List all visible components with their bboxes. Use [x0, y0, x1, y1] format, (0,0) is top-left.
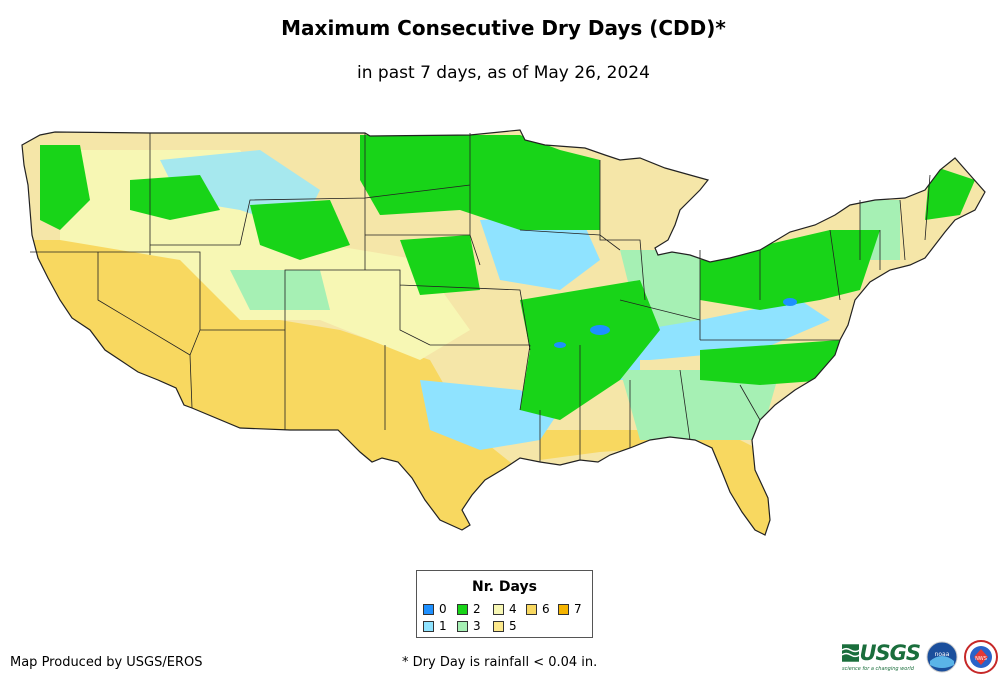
legend-swatch — [423, 603, 434, 615]
footnote: * Dry Day is rainfall < 0.04 in. — [402, 655, 598, 670]
legend-item-5: 5 — [493, 619, 517, 633]
usgs-logo: USGS science for a changing world — [842, 641, 921, 672]
legend-swatch — [493, 620, 504, 632]
legend-swatch — [558, 603, 569, 615]
legend-title: Nr. Days — [472, 579, 537, 595]
legend-swatch — [457, 603, 468, 615]
noaa-logo-icon: noaa — [926, 641, 958, 673]
legend-swatch — [457, 620, 468, 632]
map-title: Maximum Consecutive Dry Days (CDD)* — [281, 16, 726, 40]
legend-item-4: 4 — [493, 602, 517, 616]
svg-text:NWS: NWS — [975, 656, 987, 662]
svg-text:noaa: noaa — [935, 651, 950, 658]
legend-item-1: 1 — [423, 619, 447, 633]
legend-item-7: 7 — [558, 602, 582, 616]
legend-item-6: 6 — [526, 602, 550, 616]
us-dry-days-map — [21, 129, 986, 536]
legend-item-0: 0 — [423, 602, 447, 616]
legend: Nr. Days 0 1 2 3 4 5 6 7 — [416, 570, 593, 638]
dry-days-fill — [22, 130, 985, 535]
map-subtitle: in past 7 days, as of May 26, 2024 — [357, 63, 650, 83]
state-boundaries — [30, 133, 931, 462]
legend-item-3: 3 — [457, 619, 481, 633]
agency-logos: USGS science for a changing world noaa N… — [842, 640, 998, 674]
usgs-wave-icon — [842, 644, 860, 662]
map-credit: Map Produced by USGS/EROS — [10, 655, 203, 670]
legend-swatch — [493, 603, 504, 615]
nws-logo-icon: NWS — [964, 640, 998, 674]
legend-swatch — [526, 603, 537, 615]
legend-item-2: 2 — [457, 602, 481, 616]
legend-swatch — [423, 620, 434, 632]
